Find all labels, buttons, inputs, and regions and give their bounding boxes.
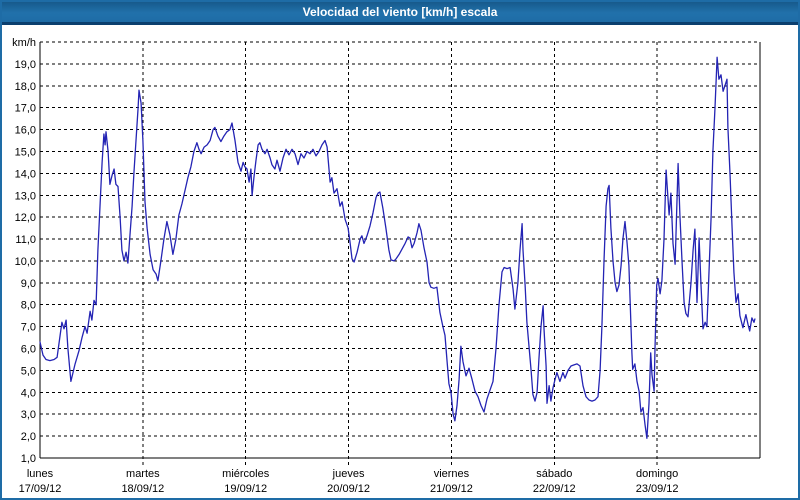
day-date-label: 20/09/12 bbox=[327, 483, 370, 495]
y-tick-label: 11,0 bbox=[15, 234, 36, 246]
day-name-label: sábado bbox=[536, 468, 572, 480]
chart-title: Velocidad del viento [km/h] escala bbox=[302, 5, 498, 19]
y-tick-label: 15,0 bbox=[15, 146, 36, 158]
y-tick-label: 19,0 bbox=[15, 59, 36, 71]
y-tick-label: 16,0 bbox=[15, 125, 36, 137]
y-tick-label: 1,0 bbox=[21, 453, 36, 465]
chart-title-bar: Velocidad del viento [km/h] escala bbox=[2, 2, 798, 25]
y-tick-label: 7,0 bbox=[21, 322, 36, 334]
day-date-label: 19/09/12 bbox=[224, 483, 267, 495]
day-date-label: 18/09/12 bbox=[121, 483, 164, 495]
y-tick-label: 9,0 bbox=[21, 278, 36, 290]
day-date-label: 21/09/12 bbox=[430, 483, 473, 495]
y-tick-label: 4,0 bbox=[21, 387, 36, 399]
day-date-label: 22/09/12 bbox=[533, 483, 576, 495]
day-name-label: martes bbox=[126, 468, 160, 480]
y-tick-label: 8,0 bbox=[21, 300, 36, 312]
y-tick-label: 13,0 bbox=[15, 190, 36, 202]
y-tick-label: 2,0 bbox=[21, 431, 36, 443]
y-tick-label: 18,0 bbox=[15, 81, 36, 93]
y-tick-label: 12,0 bbox=[15, 212, 36, 224]
day-name-label: domingo bbox=[636, 468, 678, 480]
y-tick-label: 5,0 bbox=[21, 365, 36, 377]
y-axis-unit-label: km/h bbox=[12, 37, 36, 49]
y-tick-label: 6,0 bbox=[21, 344, 36, 356]
day-date-label: 17/09/12 bbox=[19, 483, 62, 495]
day-name-label: viernes bbox=[434, 468, 470, 480]
day-name-label: lunes bbox=[27, 468, 54, 480]
day-date-label: 23/09/12 bbox=[636, 483, 679, 495]
y-tick-label: 3,0 bbox=[21, 409, 36, 421]
wind-speed-line bbox=[39, 56, 756, 439]
y-tick-label: 17,0 bbox=[15, 103, 36, 115]
y-tick-label: 14,0 bbox=[15, 168, 36, 180]
y-tick-label: 10,0 bbox=[15, 256, 36, 268]
day-name-label: miércoles bbox=[222, 468, 270, 480]
day-name-label: jueves bbox=[332, 468, 365, 480]
